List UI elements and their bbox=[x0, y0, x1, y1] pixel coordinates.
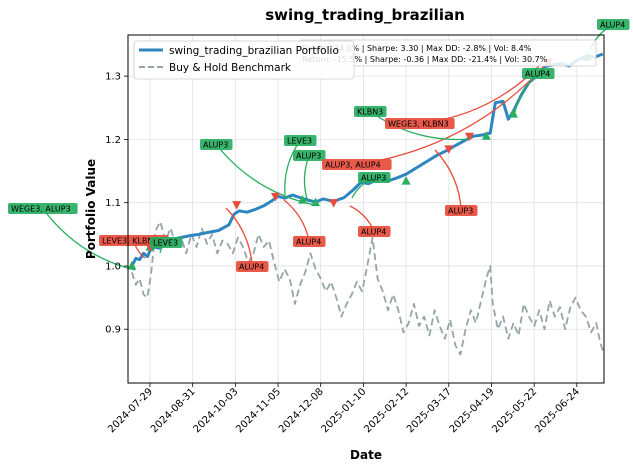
x-axis-label: Date bbox=[350, 448, 382, 462]
legend-label-portfolio: swing_trading_brazilian Portfolio bbox=[169, 45, 339, 57]
annotation-arrow bbox=[303, 155, 310, 203]
annotation-label-text: ALUP3 bbox=[203, 141, 228, 150]
annotation-label-text: KLBN3 bbox=[357, 108, 383, 117]
annotation-label: ALUP3 bbox=[445, 205, 478, 216]
annotation-label: ALUP3 bbox=[200, 139, 233, 150]
annotation-label: KLBN3 bbox=[354, 106, 387, 117]
stats-benchmark: Return: -15.5% | Sharpe: -0.36 | Max DD:… bbox=[302, 55, 548, 64]
annotation-label: WEGE3, KLBN3 bbox=[385, 118, 455, 129]
annotation-label-text: ALUP3 bbox=[448, 207, 473, 216]
x-tick-label: 2025-04-19 bbox=[448, 386, 497, 435]
annotation-label: ALUP4 bbox=[522, 68, 555, 79]
annotation-label-text: ALUP4 bbox=[600, 21, 625, 30]
buy-marker bbox=[298, 195, 308, 204]
annotation-label-bg bbox=[293, 236, 326, 247]
annotation-label-text: ALUP4 bbox=[239, 263, 264, 272]
plot-frame bbox=[127, 34, 605, 384]
legend-box bbox=[133, 40, 355, 80]
annotation-label-text: LEVE3 bbox=[153, 239, 178, 248]
buy-marker bbox=[508, 109, 518, 118]
annotation-label-bg bbox=[322, 159, 392, 170]
y-tick-label: 1.0 bbox=[105, 261, 121, 272]
annotation-label-text: ALUP4 bbox=[525, 70, 550, 79]
annotation-label-text: ALUP4 bbox=[361, 228, 386, 237]
x-tick-label: 2024-07-29 bbox=[106, 386, 155, 435]
annotation-arrow bbox=[369, 110, 471, 141]
annotation-label-bg bbox=[522, 68, 555, 79]
y-tick-label: 1.1 bbox=[105, 198, 121, 209]
annotation-label-text: ALUP3, ALUP4 bbox=[325, 161, 381, 170]
annotation-arrow bbox=[284, 140, 301, 196]
annotation-arrow bbox=[42, 208, 136, 271]
sell-marker bbox=[444, 145, 454, 154]
legend: swing_trading_brazilian Portfolio Buy & … bbox=[133, 40, 355, 80]
x-tick-label: 2025-02-12 bbox=[362, 386, 411, 435]
annotation-label: ALUP3 bbox=[358, 172, 391, 183]
stats-portfolio: Return: 34.0% | Sharpe: 3.30 | Max DD: -… bbox=[302, 44, 532, 53]
annotation-label-bg bbox=[358, 172, 391, 183]
legend-label-benchmark: Buy & Hold Benchmark bbox=[169, 62, 292, 74]
buy-marker bbox=[481, 131, 491, 140]
annotation-arrow bbox=[434, 149, 462, 211]
sell-marker bbox=[232, 201, 242, 210]
y-tick-label: 1.3 bbox=[105, 72, 121, 83]
grid bbox=[128, 35, 604, 383]
annotation-arrow bbox=[225, 207, 253, 267]
annotation-label-bg bbox=[200, 139, 233, 150]
annotation-label-text: WEGE3, ALUP3 bbox=[11, 205, 71, 214]
annotation-label: ALUP4 bbox=[358, 226, 391, 237]
annotation-label: LEVE3 bbox=[150, 237, 183, 248]
annotation-label-text: ALUP3 bbox=[361, 174, 386, 183]
y-axis-label: Portfolio Value bbox=[84, 159, 98, 259]
annotation-label: ALUP4 bbox=[236, 261, 269, 272]
annotation-label: ALUP4 bbox=[597, 19, 630, 30]
y-axis: 0.9 1.0 1.1 1.2 1.3 bbox=[105, 72, 128, 336]
annotation-label-text: WEGE3, KLBN3 bbox=[388, 120, 449, 129]
annotation-label: WEGE3, ALUP3 bbox=[8, 203, 78, 214]
annotation-label-bg bbox=[293, 150, 326, 161]
sell-marker bbox=[270, 192, 280, 202]
annotation-arrows bbox=[42, 23, 614, 271]
chart-title: swing_trading_brazilian bbox=[265, 6, 465, 24]
annotation-arrow bbox=[283, 199, 310, 242]
annotation-label-bg bbox=[236, 261, 269, 272]
annotation-label-text: ALUP4 bbox=[296, 238, 321, 247]
series-layer bbox=[130, 52, 605, 356]
x-tick-label: 2024-12-08 bbox=[277, 386, 326, 435]
annotation-label-bg bbox=[445, 205, 478, 216]
x-tick-label: 2025-01-10 bbox=[320, 386, 369, 435]
x-tick-label: 2025-05-22 bbox=[490, 386, 539, 435]
buy-marker bbox=[401, 176, 411, 185]
x-tick-label: 2024-11-05 bbox=[234, 386, 283, 435]
annotation-arrow bbox=[513, 73, 539, 118]
benchmark-line bbox=[131, 220, 605, 356]
x-tick-label: 2024-10-03 bbox=[192, 386, 241, 435]
x-tick-label: 2025-06-24 bbox=[533, 386, 582, 435]
annotation-label: ALUP3 bbox=[293, 150, 326, 161]
annotation-label-bg bbox=[8, 203, 78, 214]
annotation-label-bg bbox=[358, 226, 391, 237]
sell-marker bbox=[329, 199, 339, 208]
x-axis: 2024-07-292024-08-312024-10-032024-11-05… bbox=[106, 383, 582, 435]
y-tick-label: 0.9 bbox=[105, 325, 121, 336]
annotation-label-text: LEVE3, KLBN3 bbox=[102, 237, 158, 246]
x-tick-label: 2025-03-17 bbox=[405, 386, 454, 435]
annotation-label: ALUP4 bbox=[293, 236, 326, 247]
annotation-label-bg bbox=[385, 118, 455, 129]
buy-marker bbox=[311, 197, 321, 207]
annotation-label-text: LEVE3 bbox=[287, 137, 312, 146]
sell-marker bbox=[464, 132, 474, 142]
annotation-label-bg bbox=[597, 19, 630, 30]
annotation-label-bg bbox=[150, 237, 183, 248]
annotation-label-bg bbox=[284, 135, 317, 146]
annotation-label: LEVE3 bbox=[284, 135, 317, 146]
x-tick-label: 2024-08-31 bbox=[149, 386, 198, 435]
y-tick-label: 1.2 bbox=[105, 135, 121, 146]
annotation-label-text: ALUP3 bbox=[296, 152, 321, 161]
annotation-label: ALUP3, ALUP4 bbox=[322, 159, 392, 170]
annotation-label-bg bbox=[354, 106, 387, 117]
buy-marker bbox=[127, 260, 137, 270]
